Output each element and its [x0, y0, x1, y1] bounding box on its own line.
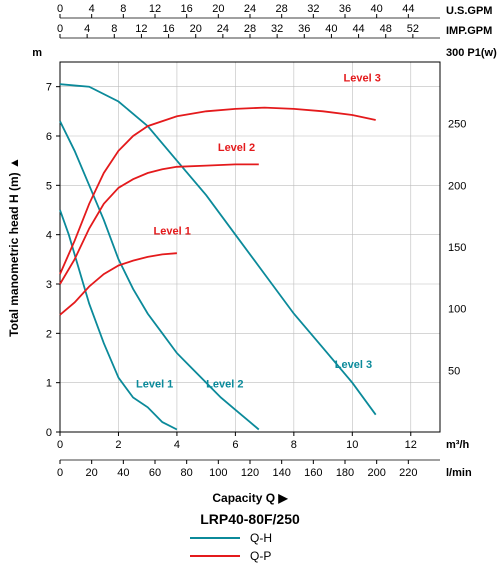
svg-text:100: 100: [448, 304, 466, 316]
svg-text:Level 1: Level 1: [136, 379, 173, 391]
svg-text:180: 180: [336, 467, 354, 479]
svg-text:4: 4: [84, 23, 90, 35]
svg-text:20: 20: [190, 23, 202, 35]
svg-text:28: 28: [244, 23, 256, 35]
svg-text:LRP40-80F/250: LRP40-80F/250: [200, 511, 300, 527]
svg-text:160: 160: [304, 467, 322, 479]
svg-text:0: 0: [46, 427, 52, 439]
svg-text:8: 8: [120, 3, 126, 15]
svg-text:20: 20: [212, 3, 224, 15]
svg-text:1: 1: [46, 378, 52, 390]
svg-text:0: 0: [57, 3, 63, 15]
svg-text:16: 16: [181, 3, 193, 15]
svg-text:60: 60: [149, 467, 161, 479]
svg-text:U.S.GPM: U.S.GPM: [446, 5, 492, 17]
svg-text:4: 4: [174, 439, 180, 451]
svg-text:44: 44: [352, 23, 364, 35]
svg-text:120: 120: [241, 467, 259, 479]
svg-text:140: 140: [272, 467, 290, 479]
svg-text:12: 12: [135, 23, 147, 35]
svg-text:250: 250: [448, 119, 466, 131]
svg-text:0: 0: [57, 23, 63, 35]
svg-text:28: 28: [276, 3, 288, 15]
svg-text:24: 24: [244, 3, 256, 15]
svg-text:300 P1(w): 300 P1(w): [446, 47, 497, 59]
svg-text:200: 200: [367, 467, 385, 479]
svg-text:Level 1: Level 1: [154, 226, 191, 238]
svg-text:16: 16: [162, 23, 174, 35]
svg-text:36: 36: [339, 3, 351, 15]
svg-text:Q-P: Q-P: [250, 549, 271, 563]
pump-curve-chart: 048121620242832364044U.S.GPM048121620242…: [0, 0, 500, 571]
svg-text:12: 12: [149, 3, 161, 15]
svg-text:Level 2: Level 2: [206, 379, 243, 391]
svg-text:Level 3: Level 3: [344, 73, 381, 85]
svg-text:220: 220: [399, 467, 417, 479]
svg-text:100: 100: [209, 467, 227, 479]
svg-text:150: 150: [448, 242, 466, 254]
svg-text:8: 8: [291, 439, 297, 451]
svg-text:32: 32: [271, 23, 283, 35]
svg-text:50: 50: [448, 365, 460, 377]
svg-text:Q-H: Q-H: [250, 531, 272, 545]
svg-text:Capacity Q ▶: Capacity Q ▶: [212, 491, 288, 505]
svg-text:40: 40: [117, 467, 129, 479]
svg-text:32: 32: [307, 3, 319, 15]
svg-text:10: 10: [346, 439, 358, 451]
svg-text:0: 0: [57, 467, 63, 479]
svg-text:m: m: [32, 47, 42, 59]
svg-text:0: 0: [57, 439, 63, 451]
chart-svg: 048121620242832364044U.S.GPM048121620242…: [0, 0, 500, 571]
svg-text:2: 2: [46, 328, 52, 340]
svg-text:Total manometric head H (m) ▲: Total manometric head H (m) ▲: [7, 157, 21, 337]
svg-text:40: 40: [371, 3, 383, 15]
svg-text:12: 12: [405, 439, 417, 451]
svg-text:40: 40: [325, 23, 337, 35]
svg-text:24: 24: [217, 23, 229, 35]
svg-text:200: 200: [448, 180, 466, 192]
svg-text:Level 3: Level 3: [335, 359, 372, 371]
svg-text:m³/h: m³/h: [446, 439, 470, 451]
svg-text:8: 8: [111, 23, 117, 35]
svg-text:6: 6: [232, 439, 238, 451]
svg-text:4: 4: [46, 230, 52, 242]
svg-text:2: 2: [115, 439, 121, 451]
svg-text:IMP.GPM: IMP.GPM: [446, 25, 492, 37]
svg-text:48: 48: [380, 23, 392, 35]
svg-text:52: 52: [407, 23, 419, 35]
svg-text:5: 5: [46, 180, 52, 192]
svg-text:Level 2: Level 2: [218, 142, 255, 154]
svg-text:6: 6: [46, 131, 52, 143]
svg-text:20: 20: [86, 467, 98, 479]
svg-text:4: 4: [89, 3, 95, 15]
svg-text:36: 36: [298, 23, 310, 35]
svg-text:3: 3: [46, 279, 52, 291]
svg-text:44: 44: [402, 3, 414, 15]
svg-text:l/min: l/min: [446, 467, 472, 479]
svg-text:80: 80: [181, 467, 193, 479]
svg-text:7: 7: [46, 82, 52, 94]
